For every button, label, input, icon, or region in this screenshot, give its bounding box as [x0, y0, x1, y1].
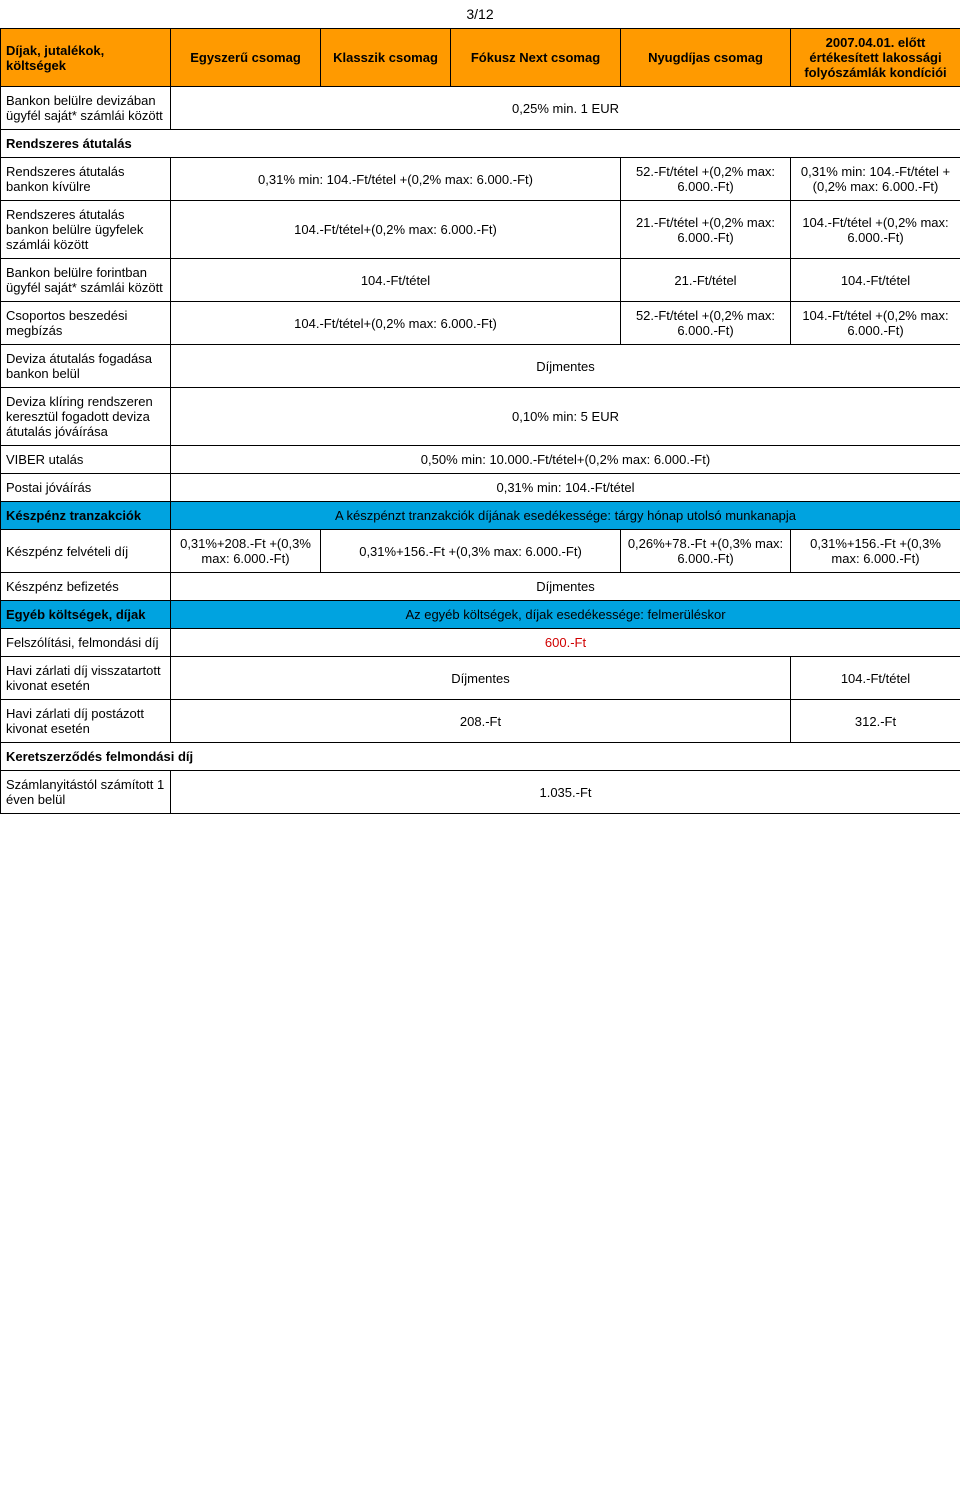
header-col5: Nyugdíjas csomag — [621, 29, 791, 87]
table-row: Havi zárlati díj postázott kivonat eseté… — [1, 700, 960, 743]
cell-abc: 0,31% min: 104.-Ft/tétel +(0,2% max: 6.0… — [171, 158, 621, 201]
table-header-row: Díjak, jutalékok, költségek Egyszerű cso… — [1, 29, 960, 87]
table-row: Rendszeres átutalás bankon belülre ügyfe… — [1, 201, 960, 259]
table-row: Rendszeres átutalás bankon kívülre 0,31%… — [1, 158, 960, 201]
fees-table: Díjak, jutalékok, költségek Egyszerű cso… — [0, 28, 960, 814]
row-label: Rendszeres átutalás bankon kívülre — [1, 158, 171, 201]
section-label: Készpénz tranzakciók — [1, 502, 171, 530]
header-col2: Egyszerű csomag — [171, 29, 321, 87]
cell-abc: 104.-Ft/tétel+(0,2% max: 6.000.-Ft) — [171, 201, 621, 259]
row-label: Bankon belülre forintban ügyfél saját* s… — [1, 259, 171, 302]
cell-a: 0,31%+208.-Ft +(0,3% max: 6.000.-Ft) — [171, 530, 321, 573]
row-label: Számlanyitástól számított 1 éven belül — [1, 771, 171, 814]
table-row: Deviza átutalás fogadása bankon belül Dí… — [1, 345, 960, 388]
cell-e: 312.-Ft — [791, 700, 960, 743]
cell-abc: 104.-Ft/tétel — [171, 259, 621, 302]
cell-bc: 0,31%+156.-Ft +(0,3% max: 6.000.-Ft) — [321, 530, 621, 573]
row-value: 1.035.-Ft — [171, 771, 960, 814]
row-label: Havi zárlati díj postázott kivonat eseté… — [1, 700, 171, 743]
cell-d: 21.-Ft/tétel +(0,2% max: 6.000.-Ft) — [621, 201, 791, 259]
table-row: Felszólítási, felmondási díj 600.-Ft — [1, 629, 960, 657]
header-col6: 2007.04.01. előtt értékesített lakossági… — [791, 29, 960, 87]
section-label: Egyéb költségek, díjak — [1, 601, 171, 629]
section-note: A készpénzt tranzakciók díjának esedékes… — [171, 502, 960, 530]
row-value: 0,31% min: 104.-Ft/tétel — [171, 474, 960, 502]
cell-d: 0,26%+78.-Ft +(0,3% max: 6.000.-Ft) — [621, 530, 791, 573]
cell-abc: 104.-Ft/tétel+(0,2% max: 6.000.-Ft) — [171, 302, 621, 345]
row-label: Deviza klíring rendszeren keresztül foga… — [1, 388, 171, 446]
cell-d: 52.-Ft/tétel +(0,2% max: 6.000.-Ft) — [621, 302, 791, 345]
cell-e: 104.-Ft/tétel — [791, 259, 960, 302]
cell-e: 104.-Ft/tétel — [791, 657, 960, 700]
page-number: 3/12 — [0, 0, 960, 28]
table-row: Csoportos beszedési megbízás 104.-Ft/tét… — [1, 302, 960, 345]
table-row: Bankon belülre forintban ügyfél saját* s… — [1, 259, 960, 302]
table-row: Készpénz felvételi díj 0,31%+208.-Ft +(0… — [1, 530, 960, 573]
section-row: Egyéb költségek, díjak Az egyéb költsége… — [1, 601, 960, 629]
row-label: Havi zárlati díj visszatartott kivonat e… — [1, 657, 171, 700]
section-note: Az egyéb költségek, díjak esedékessége: … — [171, 601, 960, 629]
row-label: Rendszeres átutalás bankon belülre ügyfe… — [1, 201, 171, 259]
cell-abcd: 208.-Ft — [171, 700, 791, 743]
row-value: 600.-Ft — [171, 629, 960, 657]
row-value: 0,25% min. 1 EUR — [171, 87, 960, 130]
row-value: 0,10% min: 5 EUR — [171, 388, 960, 446]
row-label: Készpénz felvételi díj — [1, 530, 171, 573]
table-row: Deviza klíring rendszeren keresztül foga… — [1, 388, 960, 446]
row-label: Bankon belülre devizában ügyfél saját* s… — [1, 87, 171, 130]
table-row: Készpénz befizetés Díjmentes — [1, 573, 960, 601]
document-page: 3/12 Díjak, jutalékok, költségek Egyszer… — [0, 0, 960, 814]
table-row: Bankon belülre devizában ügyfél saját* s… — [1, 87, 960, 130]
row-value: 0,50% min: 10.000.-Ft/tétel+(0,2% max: 6… — [171, 446, 960, 474]
row-label: Felszólítási, felmondási díj — [1, 629, 171, 657]
header-col4: Fókusz Next csomag — [451, 29, 621, 87]
cell-e: 104.-Ft/tétel +(0,2% max: 6.000.-Ft) — [791, 201, 960, 259]
header-col1: Díjak, jutalékok, költségek — [1, 29, 171, 87]
table-row: Rendszeres átutalás — [1, 130, 960, 158]
row-label: Postai jóváírás — [1, 474, 171, 502]
cell-e: 0,31% min: 104.-Ft/tétel +(0,2% max: 6.0… — [791, 158, 960, 201]
table-row: Keretszerződés felmondási díj — [1, 743, 960, 771]
table-row: Postai jóváírás 0,31% min: 104.-Ft/tétel — [1, 474, 960, 502]
header-col3: Klasszik csomag — [321, 29, 451, 87]
cell-e: 0,31%+156.-Ft +(0,3% max: 6.000.-Ft) — [791, 530, 960, 573]
table-row: Számlanyitástól számított 1 éven belül 1… — [1, 771, 960, 814]
row-label: Csoportos beszedési megbízás — [1, 302, 171, 345]
table-row: VIBER utalás 0,50% min: 10.000.-Ft/tétel… — [1, 446, 960, 474]
cell-d: 52.-Ft/tétel +(0,2% max: 6.000.-Ft) — [621, 158, 791, 201]
cell-d: 21.-Ft/tétel — [621, 259, 791, 302]
table-row: Havi zárlati díj visszatartott kivonat e… — [1, 657, 960, 700]
cell-e: 104.-Ft/tétel +(0,2% max: 6.000.-Ft) — [791, 302, 960, 345]
row-label: Deviza átutalás fogadása bankon belül — [1, 345, 171, 388]
row-value: Díjmentes — [171, 345, 960, 388]
row-label: Készpénz befizetés — [1, 573, 171, 601]
section-label: Keretszerződés felmondási díj — [1, 743, 960, 771]
row-value: Díjmentes — [171, 573, 960, 601]
section-row: Készpénz tranzakciók A készpénzt tranzak… — [1, 502, 960, 530]
row-label: VIBER utalás — [1, 446, 171, 474]
cell-abcd: Díjmentes — [171, 657, 791, 700]
section-label: Rendszeres átutalás — [1, 130, 960, 158]
